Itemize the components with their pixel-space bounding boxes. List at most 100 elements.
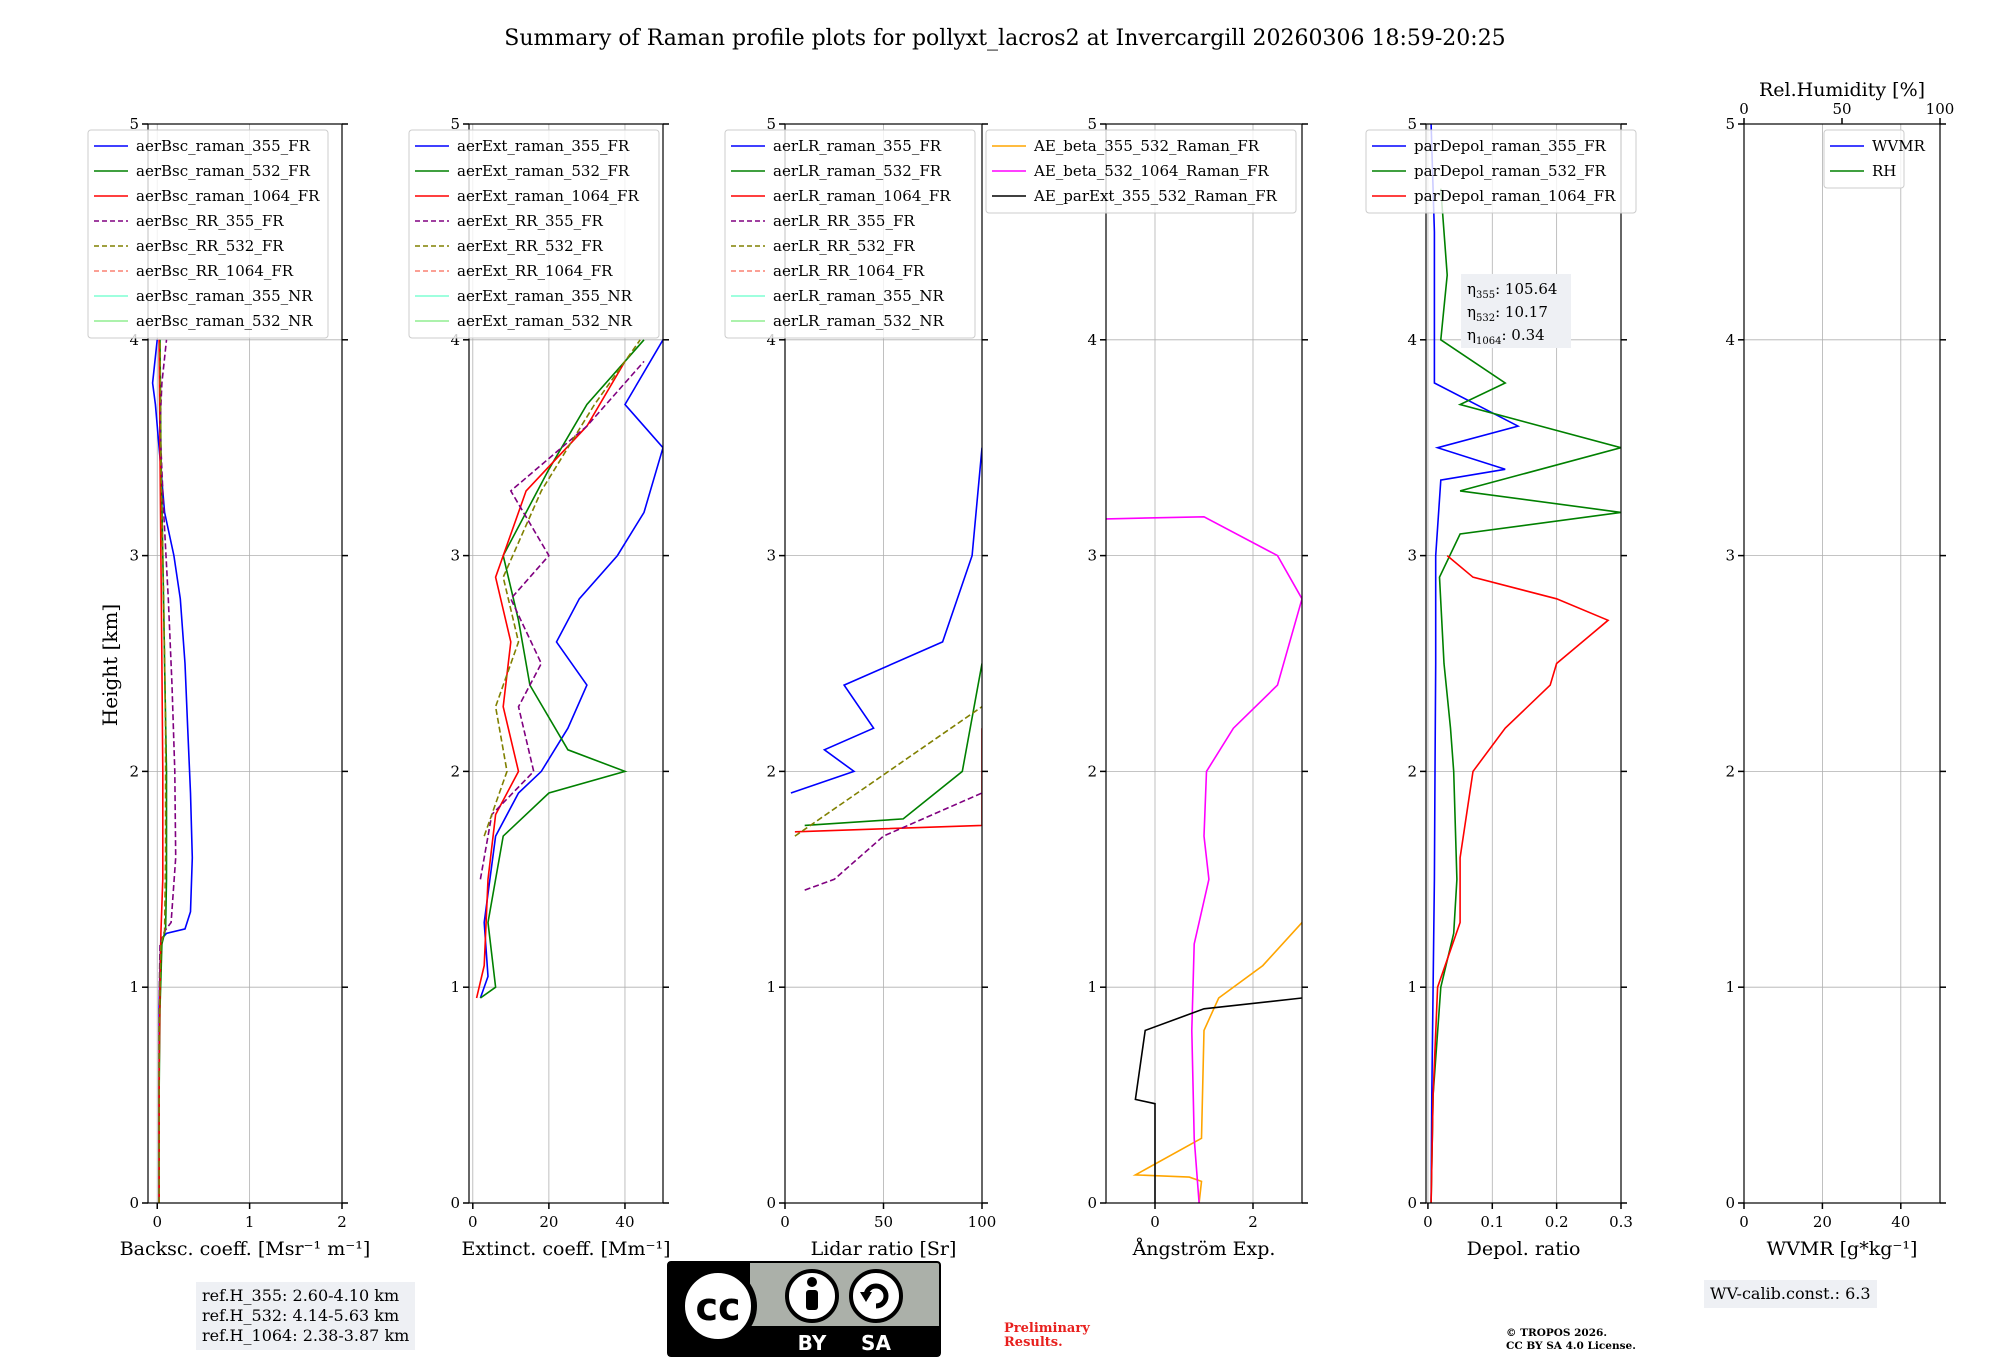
y-tick-label: 5 [129,115,139,133]
ref-height-355: ref.H_355: 2.60-4.10 km [202,1286,400,1305]
x-tick-label: 40 [615,1213,634,1231]
eta-annotation-532: η532: 10.17 [1467,303,1548,324]
ref-height-1064: ref.H_1064: 2.38-3.87 km [202,1326,410,1345]
x-tick-label: 0 [1739,1213,1749,1231]
x2-tick-label: 50 [1832,100,1851,118]
series-line-AE_beta_532_1064_Raman_FR [1106,515,1302,1203]
legend-entry-parDepol_raman_532_FR: parDepol_raman_532_FR [1414,162,1607,180]
legend-entry-RH: RH [1872,162,1896,180]
legend-entry-aerBsc_raman_355_FR: aerBsc_raman_355_FR [136,137,311,155]
legend-entry-aerExt_raman_532_FR: aerExt_raman_532_FR [457,162,630,180]
x-tick-label: 0.2 [1545,1213,1569,1231]
x-tick-label: 1 [245,1213,255,1231]
legend-entry-aerBsc_raman_1064_FR: aerBsc_raman_1064_FR [136,187,320,205]
y-tick-label: 2 [1725,762,1735,780]
legend-entry-aerBsc_RR_532_FR: aerBsc_RR_532_FR [136,237,284,255]
x-tick-label: 0 [1423,1213,1433,1231]
legend-entry-aerExt_RR_532_FR: aerExt_RR_532_FR [457,237,604,255]
y-tick-label: 3 [766,547,776,565]
legend-entry-aerLR_RR_532_FR: aerLR_RR_532_FR [773,237,915,255]
legend-entry-aerExt_RR_355_FR: aerExt_RR_355_FR [457,212,604,230]
series-group [790,447,982,891]
legend-entry-parDepol_raman_1064_FR: parDepol_raman_1064_FR [1414,187,1616,205]
legend-entry-parDepol_raman_355_FR: parDepol_raman_355_FR [1414,137,1607,155]
eta-annotation-355: η355: 105.64 [1467,280,1557,301]
x-tick-label: 0 [780,1213,790,1231]
y-tick-label: 5 [1725,115,1735,133]
y-tick-label: 3 [1407,547,1417,565]
preliminary-results-note: Preliminary Results. [1004,1322,1090,1350]
legend-entry-aerLR_raman_1064_FR: aerLR_raman_1064_FR [773,187,951,205]
y-tick-label: 1 [1087,978,1097,996]
copyright-line-2: CC BY SA 4.0 License. [1506,1340,1636,1352]
x2-axis-label: Rel.Humidity [%] [1759,79,1925,101]
series-line-AE_parExt_355_532_Raman_FR [1134,997,1302,1203]
legend-box [1365,129,1637,214]
legend-box [1823,129,1905,189]
x-axis-label: WVMR [g*kg⁻¹] [1767,1238,1918,1260]
series-group [475,339,663,999]
y-tick-label: 2 [129,762,139,780]
y-tick-label: 0 [450,1194,460,1212]
series-line-parDepol_raman_532_FR [1430,188,1621,1203]
panel-backscatter: 0 1 2 3 4 5 0 1 2 Backsc. coeff. [Msr⁻¹ m⁻¹] aerBs… [87,115,370,1260]
legend-entry-aerExt_raman_532_NR: aerExt_raman_532_NR [457,312,633,330]
legend-box [87,129,329,339]
legend-entry-aerLR_raman_532_NR: aerLR_raman_532_NR [773,312,944,330]
y-tick-label: 4 [129,331,139,349]
sa-arrowhead [860,1292,872,1302]
y-tick-label: 2 [1407,762,1417,780]
panel-frame [147,123,343,1204]
cc-sa-text: SA [861,1331,891,1355]
series-line-aerLR_raman_1064_FR [794,728,982,833]
y-tick-label: 5 [1087,115,1097,133]
x-tick-label: 40 [1891,1213,1910,1231]
series-line-parDepol_raman_355_FR [1430,124,1521,1203]
series-line-aerLR_RR_532_FR [794,706,982,837]
x-tick-label: 0 [468,1213,478,1231]
y-tick-label: 5 [450,115,460,133]
legend-entry-aerLR_RR_355_FR: aerLR_RR_355_FR [773,212,915,230]
legend: aerLR_raman_355_FR aerLR_raman_532_FR aerL… [724,129,976,339]
legend-entry-AE_parExt_355_532_Raman_FR: AE_parExt_355_532_Raman_FR [1033,187,1278,205]
legend-box [724,129,976,339]
series-line-aerExt_RR_355_FR [479,360,645,880]
x-tick-label: 20 [1813,1213,1832,1231]
ref-height-532: ref.H_532: 4.14-5.63 km [202,1306,400,1325]
wv-calib-const: WV-calib.const.: 6.3 [1710,1284,1871,1303]
legend-entry-aerBsc_raman_532_NR: aerBsc_raman_532_NR [136,312,313,330]
legend-entry-aerBsc_RR_1064_FR: aerBsc_RR_1064_FR [136,262,294,280]
by-person-head [807,1277,817,1287]
y-tick-label: 5 [766,115,776,133]
y-tick-label: 1 [129,978,139,996]
series-group [1430,124,1621,1203]
legend: aerExt_raman_355_FR aerExt_raman_532_FRae… [408,129,660,339]
by-person-body [806,1290,818,1310]
y-tick-label: 4 [1087,331,1097,349]
y-tick-label: 4 [766,331,776,349]
series-line-aerLR_raman_355_FR [790,447,982,794]
y-tick-label: 0 [1725,1194,1735,1212]
x-tick-label: 20 [539,1213,558,1231]
panel-angstrom: 0 1 2 3 4 5 0 2 Ångström Exp. AE_beta_355_532_Ram… [985,115,1308,1260]
cc-logo-icon [679,1267,757,1345]
x-tick-label: 50 [874,1213,893,1231]
cc-logo-text: cc [695,1285,740,1329]
legend-entry-aerExt_raman_1064_FR: aerExt_raman_1064_FR [457,187,639,205]
y-tick-label: 2 [450,762,460,780]
x-axis-label: Depol. ratio [1467,1238,1581,1260]
series-line-aerExt_raman_532_FR [479,339,645,999]
y-tick-label: 0 [129,1194,139,1212]
reference-height-box: ref.H_355: 2.60-4.10 km ref.H_532: 4.14-… [196,1282,416,1350]
prelim-line-2: Results. [1004,1335,1063,1350]
legend-entry-aerExt_RR_1064_FR: aerExt_RR_1064_FR [457,262,613,280]
panel-frame [1105,123,1303,1204]
x-tick-label: 2 [1248,1213,1258,1231]
x-tick-label: 0 [1150,1213,1160,1231]
legend-entry-aerExt_raman_355_FR: aerExt_raman_355_FR [457,137,630,155]
prelim-line-1: Preliminary [1004,1321,1090,1336]
legend-entry-aerExt_raman_355_NR: aerExt_raman_355_NR [457,287,633,305]
y-tick-label: 4 [1725,331,1735,349]
y-tick-label: 4 [450,331,460,349]
